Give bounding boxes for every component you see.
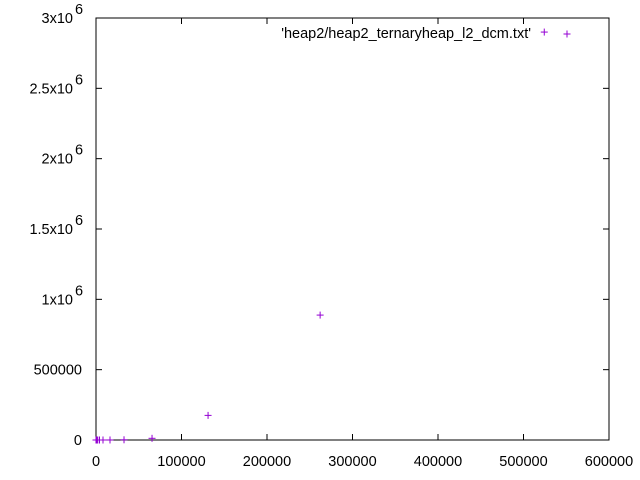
y-tick-label-3: 1.5x10	[29, 222, 73, 238]
y-tick-label-6: 3x10	[42, 11, 73, 27]
legend-label: 'heap2/heap2_ternaryheap_l2_dcm.txt'	[281, 26, 531, 42]
data-point-0-13	[99, 436, 107, 444]
data-point-0-19	[540, 28, 548, 36]
data-point-0-14	[106, 436, 114, 444]
legend: 'heap2/heap2_ternaryheap_l2_dcm.txt'	[281, 26, 571, 42]
data-point-0-17	[204, 411, 212, 419]
x-tick-label-2: 200000	[243, 454, 291, 470]
data-point-0-15	[120, 436, 128, 444]
data-points	[92, 28, 548, 444]
x-tick-label-6: 600000	[585, 454, 633, 470]
legend-marker-symbol	[563, 30, 571, 38]
data-point-0-16	[148, 434, 156, 442]
y-tick-exponent-3: 6	[75, 213, 83, 229]
y-tick-exponent-6: 6	[75, 2, 83, 18]
y-tick-exponent-2: 6	[75, 283, 83, 299]
data-point-0-18	[316, 311, 324, 319]
x-tick-label-3: 300000	[328, 454, 376, 470]
y-tick-label-2: 1x10	[42, 292, 73, 308]
x-tick-label-1: 100000	[157, 454, 205, 470]
y-tick-label-1: 500000	[34, 363, 82, 379]
legend-marker	[563, 30, 571, 38]
y-tick-exponent-5: 6	[75, 72, 83, 88]
y-tick-label-0: 0	[74, 433, 82, 449]
y-tick-label-4: 2x10	[42, 152, 73, 168]
plot-frame	[95, 17, 610, 441]
y-tick-label-5: 2.5x10	[29, 81, 73, 97]
x-axis: 0 100000 200000 300000 400000 500000 600000	[92, 18, 633, 470]
x-tick-label-0: 0	[92, 454, 100, 470]
x-tick-label-4: 400000	[414, 454, 462, 470]
x-tick-label-5: 500000	[499, 454, 547, 470]
y-tick-exponent-4: 6	[75, 143, 83, 159]
